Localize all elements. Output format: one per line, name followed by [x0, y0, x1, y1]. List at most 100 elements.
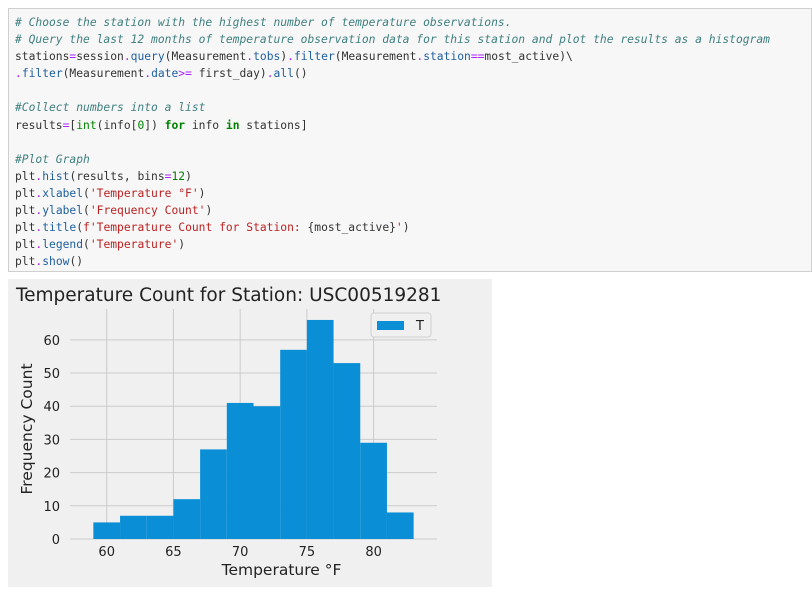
code-line: plt.xlabel('Temperature °F')	[15, 185, 770, 202]
code-token: ()	[69, 255, 84, 269]
code-token: ==	[470, 50, 485, 64]
code-token: ylabel	[42, 204, 84, 218]
code-line: # Choose the station with the highest nu…	[15, 14, 770, 31]
x-tick-label: 80	[365, 545, 382, 560]
code-token: #Plot Graph	[15, 152, 90, 166]
code-token: [	[69, 118, 77, 132]
code-token: ()	[293, 67, 308, 81]
code-token: show	[42, 255, 70, 269]
histogram-bar	[386, 512, 414, 539]
code-token: for	[164, 118, 186, 132]
code-token: ])	[144, 118, 165, 132]
code-token: xlabel	[42, 186, 84, 200]
code-token: .	[35, 204, 43, 218]
code-token: plt	[15, 238, 36, 252]
code-token: )	[402, 221, 410, 235]
code-token: session	[76, 50, 124, 64]
code-token: )	[280, 50, 288, 64]
histogram-bar	[333, 363, 361, 539]
code-token: tobs	[253, 50, 281, 64]
histogram-bar	[93, 522, 121, 539]
x-axis-label: Temperature °F	[221, 561, 342, 579]
code-token: (	[83, 204, 90, 218]
code-line: plt.hist(results, bins=12)	[15, 168, 770, 185]
y-tick-label: 60	[43, 334, 60, 349]
code-token: most_active)\	[484, 50, 573, 64]
code-token: (Measurement	[334, 50, 417, 64]
code-token: .	[35, 238, 43, 252]
code-token: legend	[42, 238, 84, 252]
code-token: (	[83, 186, 90, 200]
code-line: plt.legend('Temperature')	[15, 236, 770, 253]
code-token: title	[42, 221, 77, 235]
code-token: {most_active}	[307, 221, 396, 235]
code-token: .	[35, 255, 43, 269]
histogram-bar	[146, 515, 174, 539]
histogram-bar	[200, 449, 227, 539]
code-token: '	[395, 221, 403, 235]
code-token: (Measurement	[164, 50, 247, 64]
code-line: results=[int(info[0]) for info in statio…	[15, 117, 770, 134]
y-tick-label: 10	[43, 500, 60, 515]
code-line: # Query the last 12 months of temperatur…	[15, 31, 770, 48]
code-token: 0	[137, 118, 145, 132]
code-editor[interactable]: # Choose the station with the highest nu…	[15, 14, 770, 270]
code-line: plt.ylabel('Frequency Count')	[15, 202, 770, 219]
code-token: (Measurement	[62, 67, 145, 81]
code-token: .	[15, 67, 22, 81]
code-token: int	[76, 118, 97, 132]
code-token: first_day)	[191, 67, 267, 81]
code-token: f'Temperature Count for Station:	[83, 221, 308, 235]
code-token: #Collect numbers into a list	[15, 101, 206, 115]
code-line: stations=session.query(Measurement.tobs)…	[15, 48, 770, 65]
code-line	[15, 134, 770, 151]
code-token: .	[123, 50, 131, 64]
code-line: #Plot Graph	[15, 151, 770, 168]
x-tick-label: 60	[98, 545, 115, 560]
histogram-bar	[173, 499, 201, 539]
histogram-bar	[280, 349, 307, 539]
y-tick-label: 30	[43, 433, 60, 448]
code-token: all	[273, 67, 294, 81]
code-token: .	[246, 50, 254, 64]
histogram-bar	[226, 402, 254, 539]
histogram-bar	[120, 515, 147, 539]
code-cell[interactable]: # Choose the station with the highest nu…	[8, 8, 812, 272]
x-tick-label: 70	[232, 545, 249, 560]
y-tick-label: 0	[52, 533, 60, 548]
code-token: .	[35, 221, 43, 235]
code-token: .	[416, 50, 424, 64]
x-tick-label: 65	[165, 545, 182, 560]
code-token: # Choose the station with the highest nu…	[15, 16, 512, 29]
code-line: #Collect numbers into a list	[15, 99, 770, 116]
histogram-bar	[306, 319, 334, 539]
code-token: )	[178, 238, 186, 252]
chart-title: Temperature Count for Station: USC005192…	[15, 285, 441, 306]
code-token: stations	[15, 50, 70, 64]
code-token: filter	[293, 50, 335, 64]
code-token: =	[62, 118, 70, 132]
code-token: (	[76, 221, 84, 235]
code-line: .filter(Measurement.date>= first_day).al…	[15, 65, 770, 82]
code-token: plt	[15, 169, 36, 183]
legend-label: T	[415, 319, 424, 334]
code-token: plt	[15, 221, 36, 235]
code-token: results	[15, 118, 63, 132]
code-token: query	[130, 50, 165, 64]
code-token: >=	[178, 67, 192, 81]
code-token: hist	[42, 169, 70, 183]
x-tick-label: 75	[299, 545, 316, 560]
y-axis-label: Frequency Count	[18, 363, 36, 494]
code-line: plt.show()	[15, 253, 770, 270]
code-token: plt	[15, 255, 36, 269]
code-token: 12	[171, 169, 186, 183]
code-token: station	[423, 50, 471, 64]
code-token: .	[35, 169, 43, 183]
code-token: )	[185, 169, 192, 183]
histogram-bar	[253, 406, 281, 539]
code-token: 'Frequency Count'	[89, 204, 206, 218]
code-line	[15, 82, 770, 99]
code-token: date	[151, 67, 179, 81]
code-token: .	[266, 67, 274, 81]
y-tick-label: 50	[43, 367, 60, 382]
